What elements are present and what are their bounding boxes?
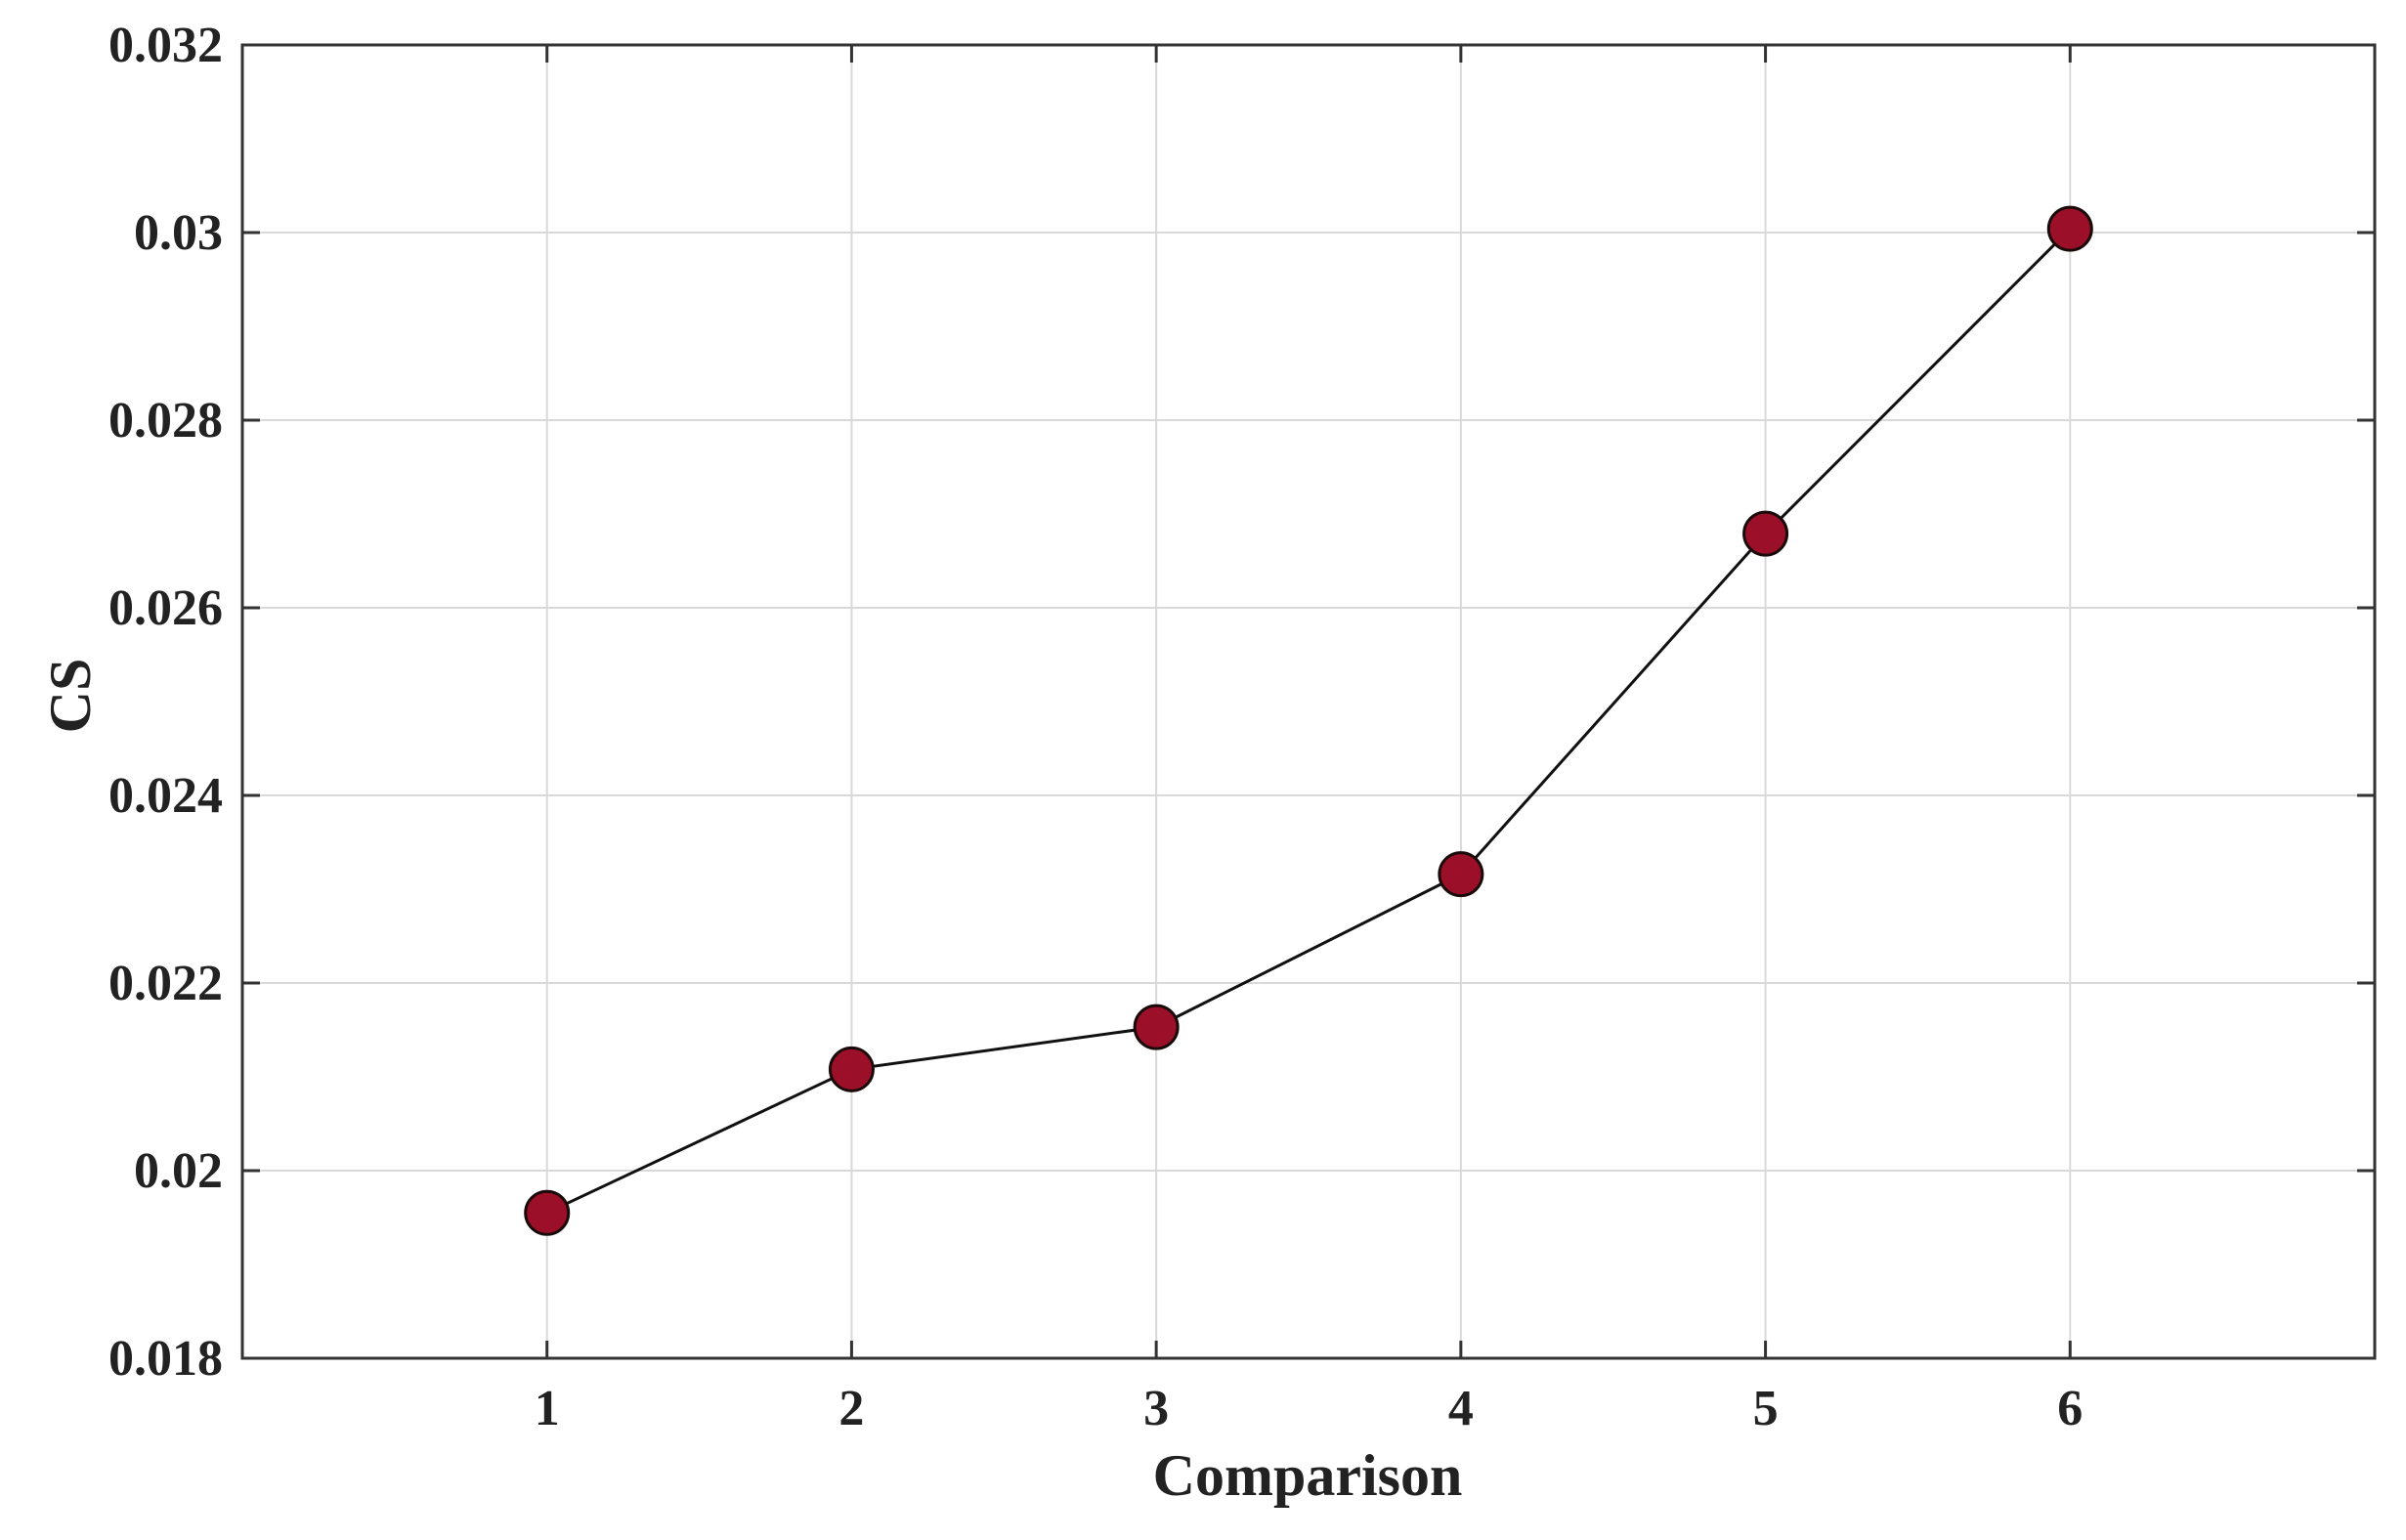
- data-point-4: [1438, 851, 1484, 898]
- plot-frame: [240, 43, 2377, 1360]
- x-axis-title: Comparison: [1153, 1443, 1463, 1508]
- axes-layer: [240, 43, 2377, 1360]
- y-axis-title: CS: [38, 659, 103, 734]
- y-tick-label: 0.03: [134, 205, 223, 261]
- x-tick-label: 4: [1448, 1381, 1474, 1436]
- data-point-1: [524, 1189, 571, 1236]
- data-point-2: [828, 1046, 875, 1092]
- y-tick-label: 0.02: [134, 1143, 223, 1199]
- x-tick-label: 5: [1753, 1381, 1779, 1436]
- ticks-layer: 1 2 3 4 5 6 0.018 0.02 0.022 0.024 0.026 0.028 0.03 0…: [108, 18, 2375, 1436]
- y-tick-label: 0.026: [108, 580, 223, 636]
- data-point-5: [1742, 510, 1789, 557]
- grid-layer: [242, 45, 2375, 1358]
- x-tick-label: 3: [1143, 1381, 1169, 1436]
- data-point-3: [1133, 1004, 1180, 1050]
- y-tick-label: 0.022: [108, 956, 223, 1011]
- y-tick-label: 0.028: [108, 393, 223, 449]
- x-tick-label: 2: [838, 1381, 864, 1436]
- series-layer: [524, 205, 2093, 1236]
- x-tick-label: 1: [535, 1381, 560, 1436]
- y-tick-label: 0.032: [108, 18, 223, 73]
- y-tick-label: 0.018: [108, 1331, 223, 1387]
- series-line: [546, 228, 2072, 1215]
- data-point-6: [2046, 205, 2093, 252]
- x-tick-label: 6: [2057, 1381, 2083, 1436]
- y-tick-label: 0.024: [108, 768, 223, 824]
